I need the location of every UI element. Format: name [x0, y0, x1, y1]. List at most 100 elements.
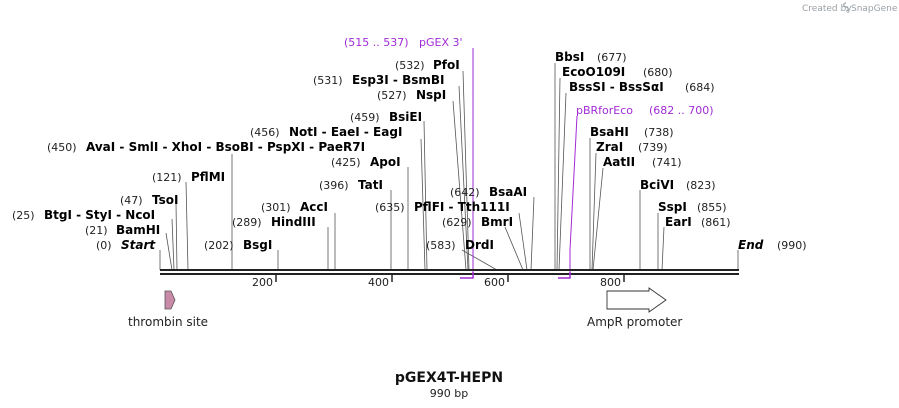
- site-bcivi[interactable]: BciVI (823): [640, 178, 716, 192]
- feature-thrombin-site[interactable]: thrombin site: [128, 290, 208, 329]
- site-btgi-styi-ncoi[interactable]: (25) BtgI - StyI - NcoI: [12, 208, 155, 222]
- feature-label-thrombin: thrombin site: [128, 315, 208, 329]
- site-avai-group[interactable]: (450) AvaI - SmlI - XhoI - BsoBI - PspXI…: [47, 140, 365, 154]
- map-title: pGEX4T-HEPN: [395, 370, 503, 386]
- site-bsahi[interactable]: BsaHI (738): [590, 125, 674, 139]
- site-name: BssSI - BssSαI: [569, 80, 664, 94]
- site-name: EcoO109I: [562, 65, 625, 79]
- site-esp3i-bsmbi[interactable]: (531) Esp3I - BsmBI: [313, 73, 444, 87]
- site-pos: (680): [643, 66, 673, 79]
- site-leader-lines: [159, 63, 739, 271]
- sequence-backbone: [160, 269, 739, 275]
- site-name: NotI - EaeI - EagI: [289, 125, 402, 139]
- site-name: PflFI - Tth111I: [414, 200, 510, 214]
- site-name: Start: [121, 238, 156, 252]
- site-bsssi-group[interactable]: BssSI - BssSαI (684): [569, 80, 715, 94]
- credit-text: Created by: [802, 4, 852, 14]
- ampr-arrow-icon: [606, 287, 667, 313]
- scale-ticks: 200 400 600 800: [252, 274, 625, 289]
- site-bsaai[interactable]: (642) BsaAI: [450, 185, 527, 199]
- site-bbsi[interactable]: BbsI (677): [555, 50, 627, 64]
- primer-pbrforeco[interactable]: pBRforEco (682 .. 700): [576, 104, 714, 117]
- site-pos: (855): [697, 201, 727, 214]
- snapgene-logo-icon: [843, 2, 849, 12]
- map-length: 990 bp: [430, 387, 468, 400]
- site-zrai[interactable]: ZraI (739): [596, 140, 668, 154]
- site-name: HindIII: [271, 215, 316, 229]
- tick-200: 200: [252, 276, 273, 289]
- site-name: AatII: [603, 155, 635, 169]
- site-eari[interactable]: EarI (861): [665, 215, 731, 229]
- site-pos: (583): [426, 239, 456, 252]
- site-name: TatI: [358, 178, 383, 192]
- site-pos: (684): [685, 81, 715, 94]
- primer-arrows: [460, 272, 571, 279]
- site-name: BamHI: [116, 223, 160, 237]
- site-name: BsaHI: [590, 125, 629, 139]
- site-name: TsoI: [152, 193, 178, 207]
- site-hindiii[interactable]: (289) HindIII: [232, 215, 316, 229]
- site-name: BsaAI: [489, 185, 527, 199]
- site-pos: (531): [313, 74, 343, 87]
- site-pflfi-tth111i[interactable]: (635) PflFI - Tth111I: [375, 200, 510, 214]
- site-apoi[interactable]: (425) ApoI: [331, 155, 401, 169]
- site-bsiei[interactable]: (459) BsiEI: [350, 110, 422, 124]
- site-name: AvaI - SmlI - XhoI - BsoBI - PspXI - Pae…: [86, 140, 365, 154]
- site-bamhi[interactable]: (21) BamHI: [85, 223, 160, 237]
- site-noti-group[interactable]: (456) NotI - EaeI - EagI: [250, 125, 402, 139]
- feature-ampr-promoter[interactable]: AmpR promoter: [587, 287, 682, 329]
- site-pos: (0): [96, 239, 112, 252]
- site-acci[interactable]: (301) AccI: [261, 200, 328, 214]
- site-name: DrdI: [465, 238, 494, 252]
- site-pos: (121): [152, 171, 182, 184]
- site-pos: (738): [644, 126, 674, 139]
- site-tsoi[interactable]: (47) TsoI: [120, 193, 178, 207]
- site-nspi[interactable]: (527) NspI: [377, 88, 446, 102]
- site-pos: (21): [85, 224, 108, 237]
- tick-600: 600: [484, 276, 505, 289]
- site-drdi[interactable]: (583) DrdI: [426, 238, 494, 252]
- site-name: EarI: [665, 215, 692, 229]
- site-name: ApoI: [370, 155, 401, 169]
- primer-arrow-pbrforeco: [558, 272, 571, 279]
- site-pos: (741): [652, 156, 682, 169]
- site-name: BsiEI: [389, 110, 422, 124]
- site-tati[interactable]: (396) TatI: [319, 178, 383, 192]
- site-name: PfoI: [433, 58, 460, 72]
- site-name: PflMI: [191, 170, 225, 184]
- site-pos: (642): [450, 186, 480, 199]
- primer-pgex3[interactable]: (515 .. 537) pGEX 3': [344, 36, 463, 49]
- primer-name: pGEX 3': [419, 36, 463, 49]
- site-name: BsgI: [243, 238, 272, 252]
- site-ecoo109i[interactable]: EcoO109I (680): [562, 65, 673, 79]
- site-start[interactable]: (0) Start: [96, 238, 156, 252]
- site-pos: (677): [597, 51, 627, 64]
- site-aatii[interactable]: AatII (741): [603, 155, 682, 169]
- site-pos: (635): [375, 201, 405, 214]
- thrombin-arrow-icon: [164, 290, 176, 310]
- site-name: NspI: [416, 88, 446, 102]
- site-pfoi[interactable]: (532) PfoI: [395, 58, 460, 72]
- feature-label-ampr: AmpR promoter: [587, 315, 682, 329]
- primer-arrow-pgex3: [460, 272, 474, 279]
- site-pos: (459): [350, 111, 380, 124]
- site-bsgi[interactable]: (202) BsgI: [204, 238, 272, 252]
- site-name: BbsI: [555, 50, 584, 64]
- site-name: BtgI - StyI - NcoI: [44, 208, 155, 222]
- site-pos: (823): [686, 179, 716, 192]
- site-bmri[interactable]: (629) BmrI: [442, 215, 513, 229]
- site-end[interactable]: End (990): [738, 238, 807, 252]
- site-pflmi[interactable]: (121) PflMI: [152, 170, 225, 184]
- credit-brand: SnapGene: [851, 4, 898, 14]
- site-pos: (527): [377, 89, 407, 102]
- site-pos: (425): [331, 156, 361, 169]
- site-name: End: [738, 238, 764, 252]
- primer-leaders: [472, 48, 578, 278]
- site-pos: (861): [701, 216, 731, 229]
- site-name: AccI: [300, 200, 328, 214]
- site-pos: (396): [319, 179, 349, 192]
- site-pos: (202): [204, 239, 234, 252]
- site-sspi[interactable]: SspI (855): [658, 200, 727, 214]
- site-pos: (289): [232, 216, 262, 229]
